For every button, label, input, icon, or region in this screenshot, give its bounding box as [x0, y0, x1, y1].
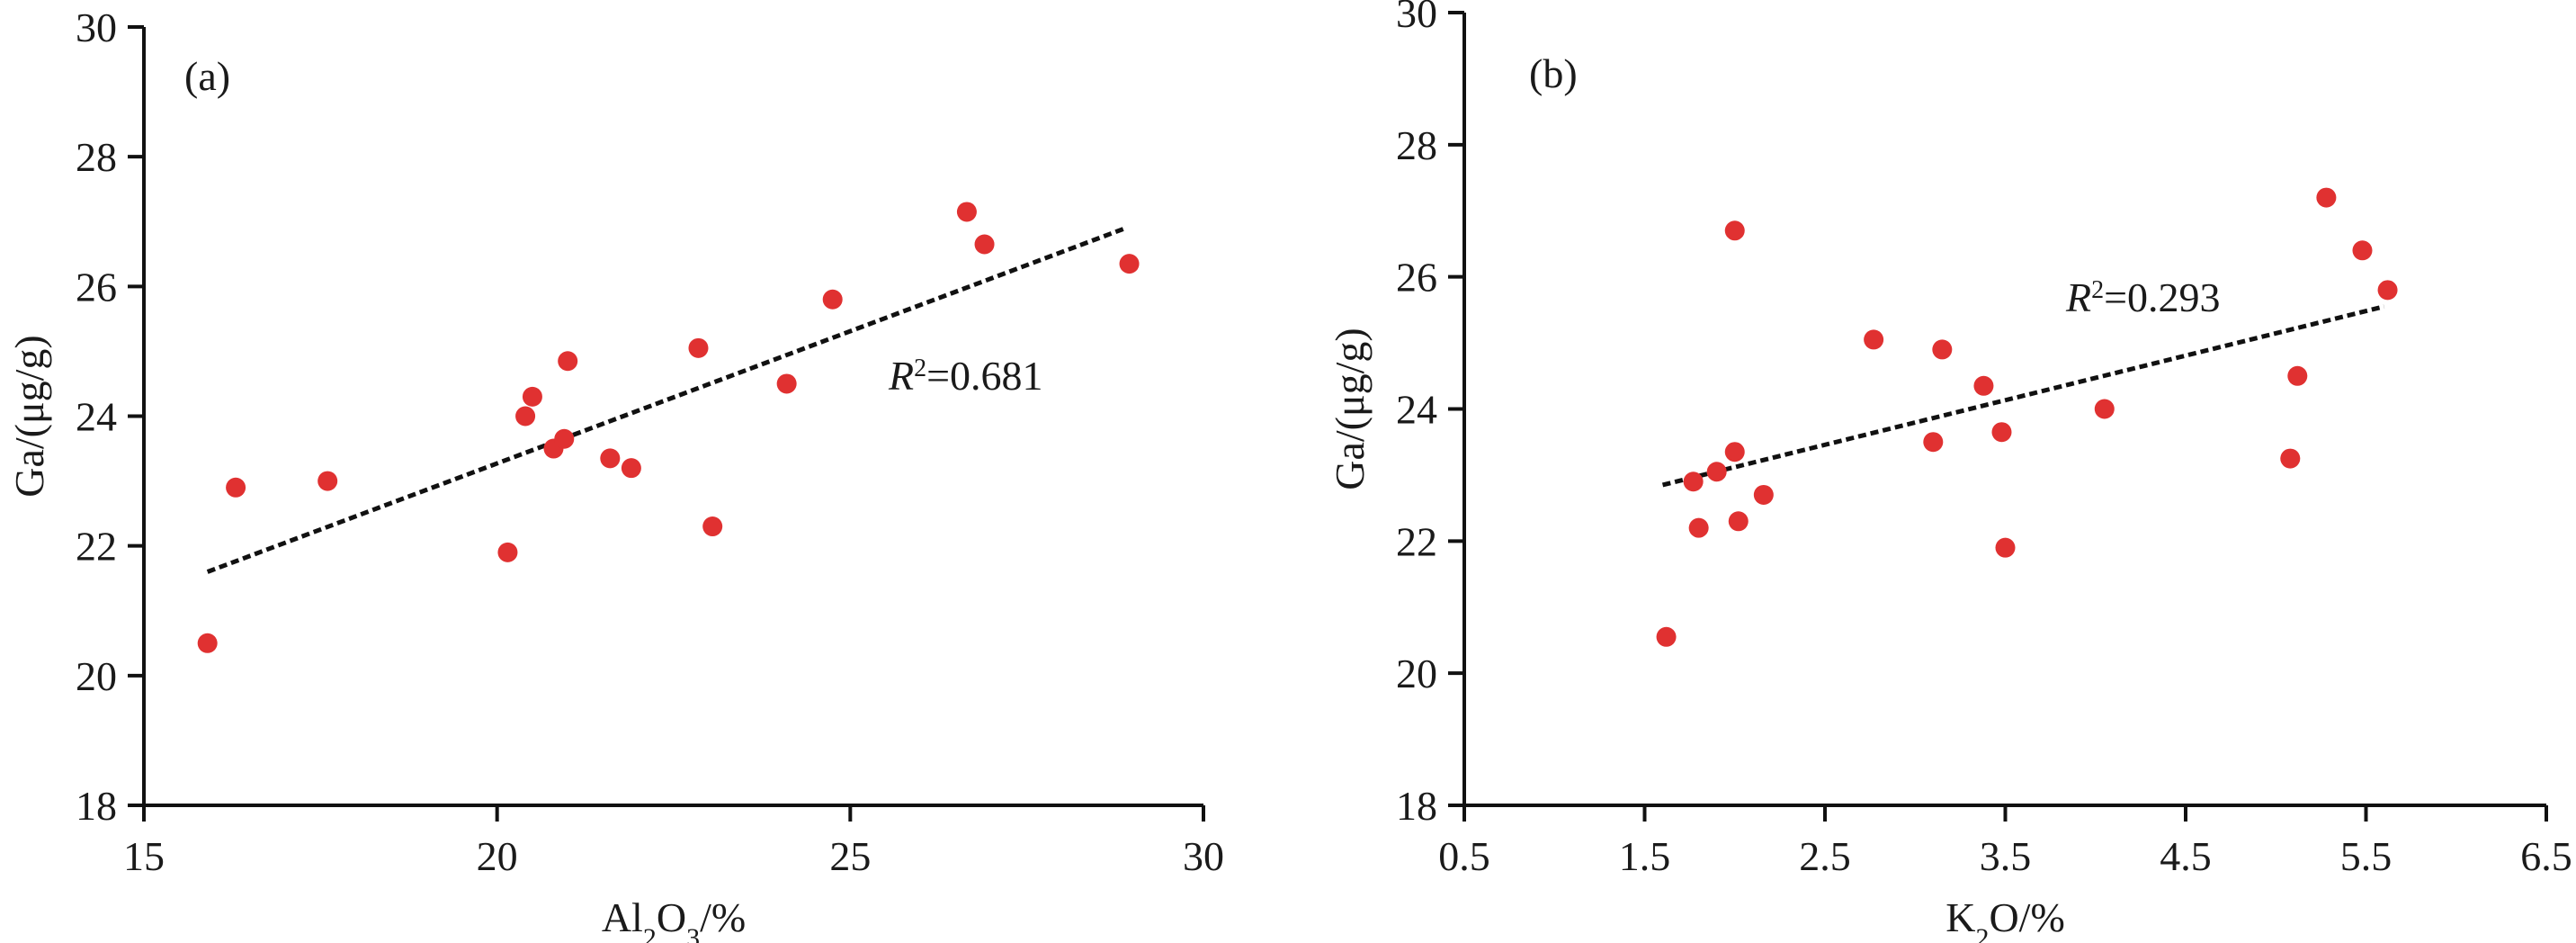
y-axis-title: Ga/(μg/g)	[6, 335, 52, 498]
data-point	[226, 477, 246, 498]
data-point	[688, 337, 709, 358]
data-point	[515, 406, 536, 427]
trend-line	[1661, 304, 2385, 488]
data-point	[554, 428, 575, 449]
y-tick-label: 22	[76, 524, 117, 570]
data-point	[600, 448, 621, 469]
trend-line	[206, 226, 1127, 574]
data-point	[776, 373, 797, 394]
data-point	[1724, 220, 1745, 241]
x-tick-label: 0.5	[1438, 833, 1490, 879]
data-point	[2287, 365, 2308, 386]
x-tick-label: 20	[477, 833, 518, 879]
x-tick-label: 2.5	[1799, 833, 1851, 879]
y-tick-label: 28	[1396, 122, 1437, 168]
y-tick-label: 20	[1396, 651, 1437, 696]
data-point	[2316, 187, 2337, 208]
r-squared-label: R2=0.293	[2065, 274, 2221, 320]
x-tick-label: 1.5	[1619, 833, 1671, 879]
data-point	[621, 458, 641, 479]
data-point	[974, 234, 995, 255]
y-tick-label: 30	[76, 4, 117, 50]
x-tick-label: 15	[123, 833, 165, 879]
data-point	[2094, 399, 2115, 419]
panel-tag: (a)	[184, 53, 230, 99]
x-axis-title: K2O/%	[1945, 894, 2065, 943]
data-point	[522, 386, 542, 407]
x-tick-label: 6.5	[2520, 833, 2572, 879]
y-tick-label: 20	[76, 653, 117, 699]
data-point	[1656, 626, 1677, 647]
y-tick-label: 26	[76, 264, 117, 310]
data-point	[2352, 240, 2373, 261]
y-tick-label: 22	[1396, 518, 1437, 564]
x-tick-label: 4.5	[2160, 833, 2212, 879]
data-point	[197, 633, 218, 653]
data-point	[1753, 484, 1774, 505]
data-point	[1864, 329, 1884, 350]
r-squared-label: R2=0.681	[888, 353, 1043, 399]
y-axis-title: Ga/(μg/g)	[1327, 328, 1373, 490]
panel-b: 18 20 22 24 26 28 30 0.5 1.5 2.5 3.5 4.5 5.5 6.5 Ga/(μ…	[1327, 0, 2572, 943]
data-point	[558, 351, 578, 372]
y-tick-label: 24	[76, 394, 117, 440]
x-axis-title: Al2O3/%	[602, 894, 746, 943]
x-tick-label: 25	[829, 833, 871, 879]
data-point	[1932, 339, 1953, 360]
panel-tag: (b)	[1529, 50, 1578, 96]
panel-a: 18 20 22 24 26 28 30 15 20 25 30 Ga/(μg/g) Al2O3/% (a…	[6, 4, 1224, 943]
data-point	[1973, 375, 1994, 396]
data-point	[702, 516, 723, 537]
data-point	[2280, 448, 2301, 469]
y-tick-label: 28	[76, 134, 117, 180]
data-point	[1995, 537, 2016, 558]
x-tick-label: 5.5	[2340, 833, 2393, 879]
data-point	[1683, 472, 1704, 492]
data-point	[1688, 517, 1709, 538]
data-point	[1728, 511, 1749, 532]
data-point	[497, 542, 518, 562]
data-point	[956, 202, 977, 222]
data-point	[1724, 442, 1745, 463]
data-point	[1119, 254, 1140, 274]
y-tick-label: 30	[1396, 0, 1437, 36]
data-point	[1706, 462, 1727, 482]
x-tick-label: 30	[1183, 833, 1224, 879]
data-point	[2377, 280, 2398, 301]
y-tick-label: 18	[1396, 783, 1437, 829]
data-point	[1991, 422, 2012, 443]
data-point	[822, 289, 843, 310]
y-tick-label: 24	[1396, 387, 1437, 433]
x-tick-label: 3.5	[1980, 833, 2032, 879]
y-tick-label: 18	[76, 783, 117, 829]
y-tick-label: 26	[1396, 255, 1437, 301]
data-point	[1923, 432, 1944, 453]
data-point	[318, 471, 338, 491]
